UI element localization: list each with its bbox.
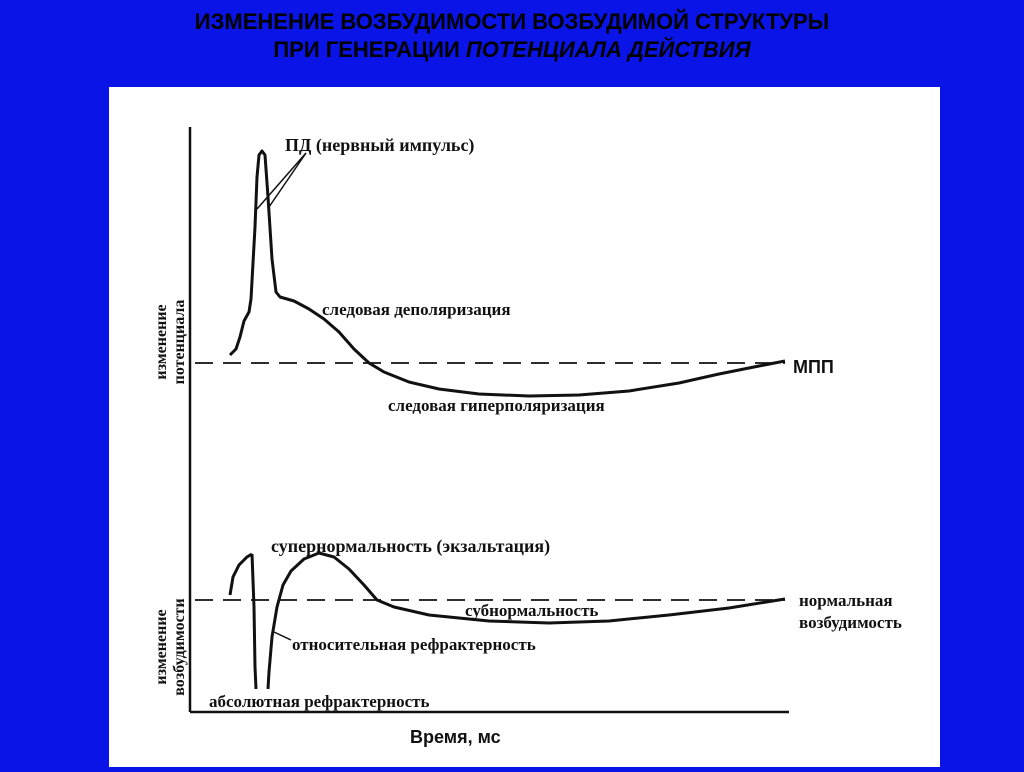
bottom-ylabel-line2: возбудимости	[171, 598, 188, 696]
label-normal-excitability-line1: нормальная	[799, 591, 893, 610]
pre-spike-rise-curve	[228, 552, 253, 596]
label-normal-excitability-line2: возбудимость	[799, 613, 902, 632]
title-line-2: ПРИ ГЕНЕРАЦИИ ПОТЕНЦИАЛА ДЕЙСТВИЯ	[0, 36, 1024, 64]
pd-pointer-2	[268, 152, 307, 208]
title-line-2-prefix: ПРИ ГЕНЕРАЦИИ	[273, 37, 466, 62]
diagram-svg: изменение потенциала ПД (нервный импульс…	[153, 127, 902, 747]
top-ylabel-line2: потенциала	[171, 300, 188, 385]
title-line-1: ИЗМЕНЕНИЕ ВОЗБУДИМОСТИ ВОЗБУДИМОЙ СТРУКТ…	[194, 9, 830, 34]
label-trace-depolarization: следовая деполяризация	[322, 300, 511, 319]
absolute-refractory-curve	[250, 553, 258, 690]
label-pd: ПД (нервный импульс)	[285, 135, 474, 156]
label-relative-refractory: относительная рефрактерность	[292, 635, 536, 654]
relative-refractory-pointer	[273, 631, 292, 641]
bottom-ylabel: изменение возбудимости	[153, 598, 188, 696]
label-absolute-refractory: абсолютная рефрактерность	[209, 692, 429, 711]
label-subnormal: субнормальность	[465, 601, 598, 620]
title-line-2-italic: ПОТЕНЦИАЛА ДЕЙСТВИЯ	[465, 37, 751, 62]
slide-title: ИЗМЕНЕНИЕ ВОЗБУДИМОСТИ ВОЗБУДИМОЙ СТРУКТ…	[0, 8, 1024, 64]
x-axis-label: Время, мс	[410, 727, 501, 747]
top-ylabel-line1: изменение	[153, 304, 170, 379]
bottom-ylabel-line1: изменение	[153, 609, 170, 684]
label-supernormal: супернормальность (экзальтация)	[271, 536, 550, 557]
action-potential-curve	[228, 149, 786, 398]
excitability-curve	[266, 551, 786, 690]
top-ylabel: изменение потенциала	[153, 300, 188, 385]
label-trace-hyperpolarization: следовая гиперполяризация	[388, 396, 605, 415]
label-mpp: МПП	[793, 357, 834, 377]
pd-pointer-1	[256, 152, 307, 210]
diagram-panel: изменение потенциала ПД (нервный импульс…	[109, 87, 940, 767]
